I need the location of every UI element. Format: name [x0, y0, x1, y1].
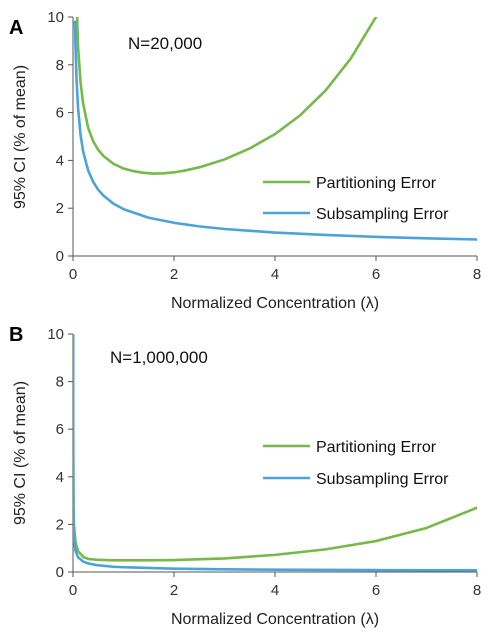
y-tick-label: 6 — [56, 105, 64, 122]
x-axis-title: Normalized Concentration (λ) — [171, 611, 379, 628]
y-tick-label: 0 — [56, 248, 64, 265]
x-tick-label: 6 — [372, 582, 380, 599]
y-tick-label: 4 — [56, 469, 64, 486]
plot-lines — [73, 334, 477, 572]
y-tick-label: 8 — [56, 374, 64, 391]
legend-label-partitioning: Partitioning Error — [316, 175, 437, 192]
legend-label-subsampling: Subsampling Error — [316, 471, 449, 488]
y-tick-label: 10 — [47, 9, 64, 26]
x-tick-label: 0 — [69, 582, 77, 599]
x-tick-label: 0 — [69, 266, 77, 283]
sample-size-annotation: N=20,000 — [128, 34, 202, 53]
axes: 0 2 4 6 8 10 0 2 4 6 8 — [47, 9, 481, 283]
panel-b: B N=1,000,000 95% CI (% of mean) Normali… — [9, 324, 481, 628]
y-axis-title: 95% CI (% of mean) — [12, 65, 29, 209]
x-tick-label: 4 — [271, 582, 279, 599]
x-axis-title: Normalized Concentration (λ) — [171, 295, 379, 312]
sample-size-annotation: N=1,000,000 — [110, 348, 208, 367]
x-tick-label: 6 — [372, 266, 380, 283]
plot-lines — [73, 17, 477, 241]
x-tick-label: 4 — [271, 266, 279, 283]
y-tick-label: 2 — [56, 200, 64, 217]
x-tick-label: 2 — [170, 266, 178, 283]
legend-label-subsampling: Subsampling Error — [316, 206, 449, 223]
panel-letter: A — [9, 17, 23, 39]
y-tick-label: 0 — [56, 564, 64, 581]
panel-letter: B — [9, 324, 23, 346]
y-tick-label: 4 — [56, 152, 64, 169]
panel-a: A N=20,000 95% CI (% of mean) Normalized… — [9, 9, 481, 312]
subsampling-error-line — [73, 334, 477, 572]
legend-label-partitioning: Partitioning Error — [316, 439, 437, 456]
y-tick-label: 6 — [56, 421, 64, 438]
subsampling-error-line — [73, 20, 477, 241]
x-tick-label: 8 — [473, 266, 481, 283]
x-tick-label: 2 — [170, 582, 178, 599]
y-tick-label: 10 — [47, 326, 64, 343]
legend: Partitioning Error Subsampling Error — [263, 439, 449, 488]
partitioning-error-line — [75, 17, 378, 175]
x-tick-label: 8 — [473, 582, 481, 599]
legend: Partitioning Error Subsampling Error — [263, 175, 449, 223]
y-tick-label: 8 — [56, 57, 64, 74]
y-tick-label: 2 — [56, 516, 64, 533]
y-axis-title: 95% CI (% of mean) — [12, 381, 29, 525]
